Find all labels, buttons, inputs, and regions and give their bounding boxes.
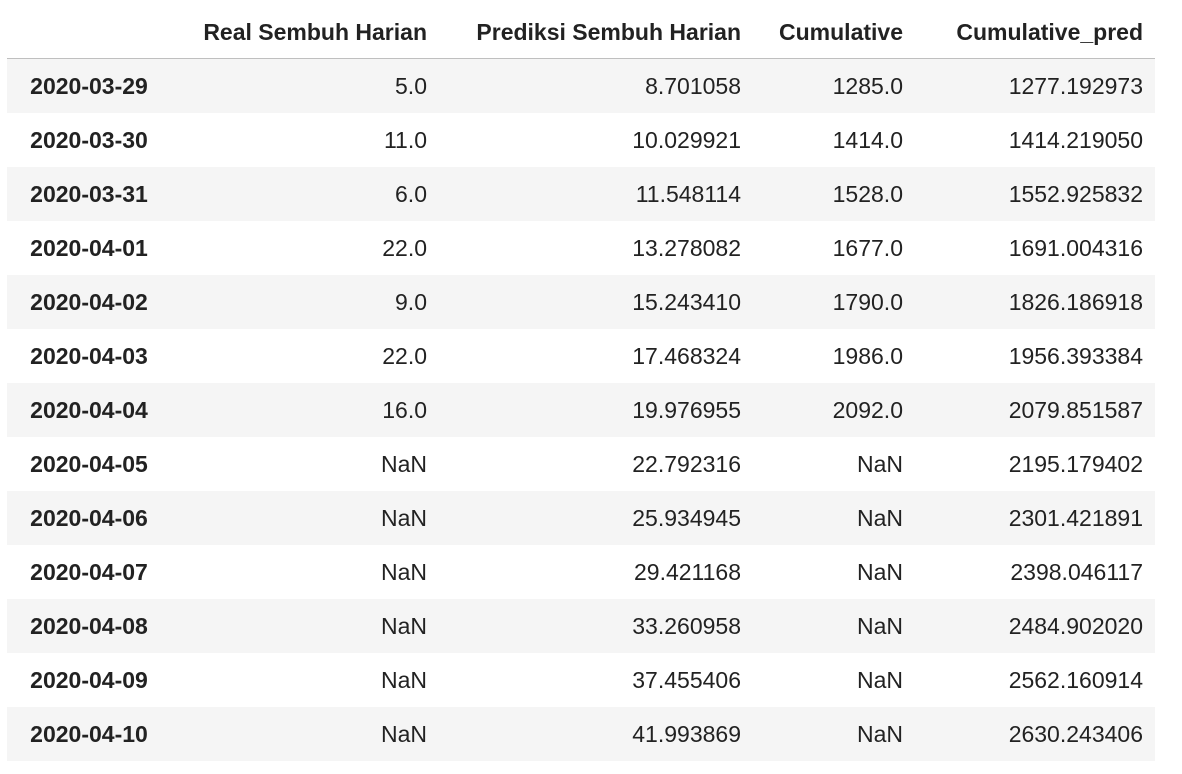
table-body: 2020-03-29 5.0 8.701058 1285.0 1277.192973 20… (7, 58, 1155, 761)
table-row: 2020-04-03 22.0 17.468324 1986.0 1956.393384 (7, 329, 1155, 383)
cell-prediksi-sembuh-harian: 13.278082 (632, 234, 741, 261)
dataframe-table: Real Sembuh Harian Prediksi Sembuh Haria… (7, 6, 1155, 761)
cell-prediksi-sembuh-harian: 8.701058 (645, 72, 741, 99)
cell-real-sembuh-harian: 9.0 (395, 288, 427, 315)
row-index-date: 2020-04-04 (30, 396, 148, 423)
cell-cumulative-pred: 1956.393384 (1008, 342, 1143, 369)
cell-real-sembuh-harian: 5.0 (395, 72, 427, 99)
cell-prediksi-sembuh-harian: 17.468324 (632, 342, 741, 369)
table-header: Real Sembuh Harian Prediksi Sembuh Haria… (7, 6, 1155, 59)
cell-prediksi-sembuh-harian: 41.993869 (632, 720, 741, 747)
table-row: 2020-04-05 NaN 22.792316 NaN 2195.179402 (7, 437, 1155, 491)
cell-cumulative: NaN (856, 612, 903, 639)
table-row: 2020-04-08 NaN 33.260958 NaN 2484.902020 (7, 599, 1155, 653)
row-index-date: 2020-04-08 (30, 612, 148, 639)
cell-cumulative: 1986.0 (832, 342, 903, 369)
cell-cumulative: NaN (856, 450, 903, 477)
table-row: 2020-04-10 NaN 41.993869 NaN 2630.243406 (7, 707, 1155, 761)
cell-cumulative: NaN (856, 666, 903, 693)
cell-cumulative-pred: 1691.004316 (1008, 234, 1143, 261)
table-row: 2020-04-09 NaN 37.455406 NaN 2562.160914 (7, 653, 1155, 707)
cell-cumulative-pred: 2562.160914 (1008, 666, 1143, 693)
cell-prediksi-sembuh-harian: 29.421168 (633, 558, 741, 585)
cell-prediksi-sembuh-harian: 10.029921 (632, 126, 741, 153)
cell-cumulative-pred: 1414.219050 (1008, 126, 1143, 153)
table-row: 2020-04-06 NaN 25.934945 NaN 2301.421891 (7, 491, 1155, 545)
column-header-cumulative-pred: Cumulative_pred (915, 6, 1155, 59)
cell-cumulative: NaN (856, 558, 903, 585)
row-index-date: 2020-03-29 (30, 72, 148, 99)
row-index-date: 2020-03-30 (30, 126, 148, 153)
cell-cumulative-pred: 2398.046117 (1010, 558, 1143, 585)
cell-cumulative-pred: 2195.179402 (1008, 450, 1143, 477)
cell-cumulative: 1677.0 (832, 234, 903, 261)
cell-real-sembuh-harian: 6.0 (395, 180, 427, 207)
column-header-real-sembuh-harian: Real Sembuh Harian (171, 6, 439, 59)
cell-prediksi-sembuh-harian: 25.934945 (632, 504, 741, 531)
row-index-date: 2020-04-07 (30, 558, 148, 585)
cell-real-sembuh-harian: NaN (380, 720, 427, 747)
cell-prediksi-sembuh-harian: 22.792316 (632, 450, 741, 477)
cell-real-sembuh-harian: 22.0 (382, 234, 427, 261)
cell-prediksi-sembuh-harian: 19.976955 (632, 396, 741, 423)
cell-prediksi-sembuh-harian: 33.260958 (632, 612, 741, 639)
cell-cumulative: 1790.0 (832, 288, 903, 315)
cell-prediksi-sembuh-harian: 37.455406 (632, 666, 741, 693)
row-index-date: 2020-04-01 (30, 234, 148, 261)
cell-real-sembuh-harian: NaN (380, 504, 427, 531)
cell-cumulative-pred: 1277.192973 (1008, 72, 1143, 99)
row-index-date: 2020-04-06 (30, 504, 148, 531)
cell-cumulative-pred: 1552.925832 (1008, 180, 1143, 207)
cell-prediksi-sembuh-harian: 15.243410 (632, 288, 741, 315)
cell-cumulative: NaN (856, 504, 903, 531)
table-row: 2020-03-29 5.0 8.701058 1285.0 1277.192973 (7, 58, 1155, 113)
cell-real-sembuh-harian: NaN (380, 612, 427, 639)
cell-real-sembuh-harian: 16.0 (382, 396, 427, 423)
cell-prediksi-sembuh-harian: 11.548114 (635, 180, 741, 207)
column-header-prediksi-sembuh-harian: Prediksi Sembuh Harian (439, 6, 753, 59)
cell-cumulative: 1528.0 (832, 180, 903, 207)
cell-real-sembuh-harian: 22.0 (382, 342, 427, 369)
table-row: 2020-04-07 NaN 29.421168 NaN 2398.046117 (7, 545, 1155, 599)
cell-cumulative-pred: 2630.243406 (1008, 720, 1143, 747)
cell-cumulative: 2092.0 (832, 396, 903, 423)
row-index-date: 2020-04-09 (30, 666, 148, 693)
table-row: 2020-03-31 6.0 11.548114 1528.0 1552.925832 (7, 167, 1155, 221)
table-row: 2020-03-30 11.0 10.029921 1414.0 1414.219050 (7, 113, 1155, 167)
cell-real-sembuh-harian: NaN (380, 450, 427, 477)
cell-cumulative: 1414.0 (832, 126, 903, 153)
row-index-date: 2020-04-05 (30, 450, 148, 477)
cell-real-sembuh-harian: NaN (380, 558, 427, 585)
header-row: Real Sembuh Harian Prediksi Sembuh Haria… (7, 6, 1155, 59)
cell-cumulative-pred: 2301.421891 (1008, 504, 1143, 531)
cell-cumulative-pred: 2484.902020 (1008, 612, 1143, 639)
cell-cumulative-pred: 2079.851587 (1008, 396, 1143, 423)
table-row: 2020-04-02 9.0 15.243410 1790.0 1826.186918 (7, 275, 1155, 329)
index-header (7, 6, 171, 59)
row-index-date: 2020-03-31 (30, 180, 148, 207)
row-index-date: 2020-04-02 (30, 288, 148, 315)
cell-real-sembuh-harian: 11.0 (383, 126, 427, 153)
row-index-date: 2020-04-03 (30, 342, 148, 369)
table-row: 2020-04-04 16.0 19.976955 2092.0 2079.851587 (7, 383, 1155, 437)
cell-cumulative: NaN (856, 720, 903, 747)
table-row: 2020-04-01 22.0 13.278082 1677.0 1691.004316 (7, 221, 1155, 275)
cell-real-sembuh-harian: NaN (380, 666, 427, 693)
row-index-date: 2020-04-10 (30, 720, 148, 747)
cell-cumulative: 1285.0 (832, 72, 903, 99)
column-header-cumulative: Cumulative (753, 6, 915, 59)
cell-cumulative-pred: 1826.186918 (1008, 288, 1143, 315)
